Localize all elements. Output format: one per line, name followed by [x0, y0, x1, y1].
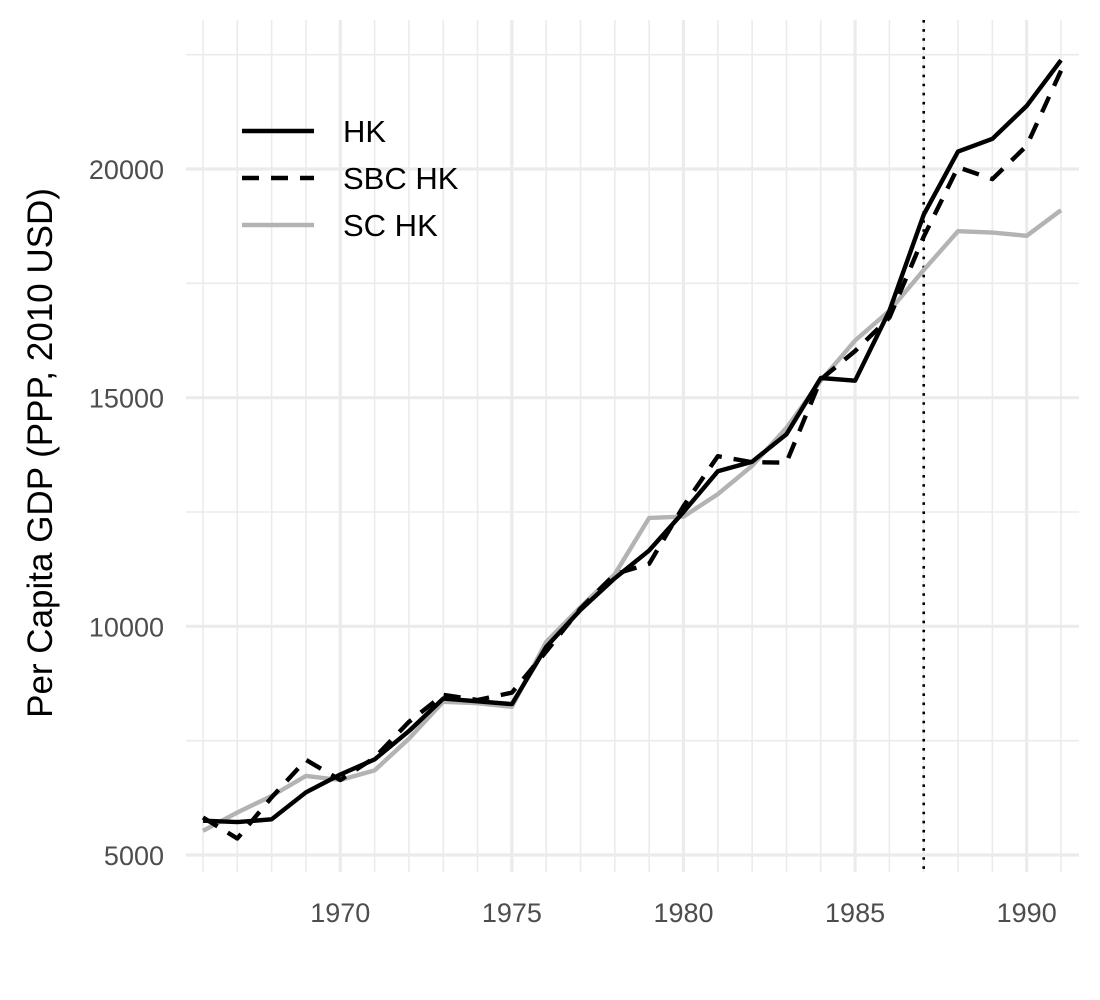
- legend-label: SBC HK: [343, 161, 459, 196]
- y-tick-label: 10000: [89, 612, 164, 642]
- x-tick-label: 1980: [653, 898, 713, 928]
- x-tick-label: 1975: [482, 898, 542, 928]
- y-axis-title: Per Capita GDP (PPP, 2010 USD): [21, 188, 60, 718]
- series-lines: [201, 58, 1064, 841]
- y-tick-label: 5000: [104, 841, 164, 871]
- y-tick-labels: 5000 10000 15000 20000: [89, 155, 164, 871]
- legend-label: HK: [343, 114, 386, 149]
- legend-label: SC HK: [343, 208, 438, 243]
- minor-gridlines: [186, 20, 1079, 872]
- x-tick-label: 1990: [997, 898, 1057, 928]
- y-tick-label: 15000: [89, 384, 164, 414]
- major-gridlines: [186, 20, 1079, 872]
- x-tick-label: 1970: [310, 898, 370, 928]
- sbc-hk-series-line: [201, 69, 1064, 841]
- x-tick-label: 1985: [825, 898, 885, 928]
- sc-hk-series-line: [201, 208, 1063, 833]
- hk-series-line: [202, 58, 1063, 825]
- y-tick-label: 20000: [89, 155, 164, 185]
- x-tick-labels: 1970 1975 1980 1985 1990: [310, 898, 1056, 928]
- legend: HK SBC HK SC HK: [242, 114, 459, 243]
